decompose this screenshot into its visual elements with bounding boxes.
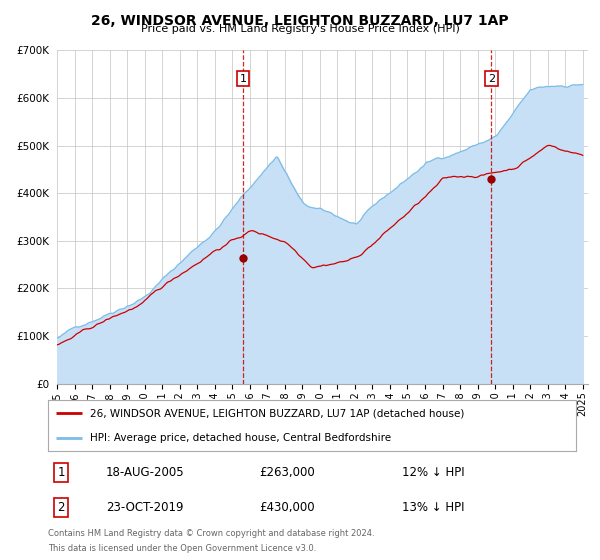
- Text: 26, WINDSOR AVENUE, LEIGHTON BUZZARD, LU7 1AP: 26, WINDSOR AVENUE, LEIGHTON BUZZARD, LU…: [91, 14, 509, 28]
- Text: £430,000: £430,000: [259, 501, 315, 515]
- Text: 18-AUG-2005: 18-AUG-2005: [106, 466, 185, 479]
- Text: 1: 1: [240, 74, 247, 84]
- Text: 12% ↓ HPI: 12% ↓ HPI: [402, 466, 464, 479]
- Text: HPI: Average price, detached house, Central Bedfordshire: HPI: Average price, detached house, Cent…: [90, 433, 391, 443]
- Text: Contains HM Land Registry data © Crown copyright and database right 2024.: Contains HM Land Registry data © Crown c…: [48, 529, 374, 538]
- Text: 23-OCT-2019: 23-OCT-2019: [106, 501, 184, 515]
- Text: 13% ↓ HPI: 13% ↓ HPI: [402, 501, 464, 515]
- Text: This data is licensed under the Open Government Licence v3.0.: This data is licensed under the Open Gov…: [48, 544, 316, 553]
- Text: 26, WINDSOR AVENUE, LEIGHTON BUZZARD, LU7 1AP (detached house): 26, WINDSOR AVENUE, LEIGHTON BUZZARD, LU…: [90, 408, 464, 418]
- Text: Price paid vs. HM Land Registry's House Price Index (HPI): Price paid vs. HM Land Registry's House …: [140, 24, 460, 34]
- Text: 2: 2: [58, 501, 65, 515]
- Text: 2: 2: [488, 74, 495, 84]
- Text: £263,000: £263,000: [259, 466, 315, 479]
- Text: 1: 1: [58, 466, 65, 479]
